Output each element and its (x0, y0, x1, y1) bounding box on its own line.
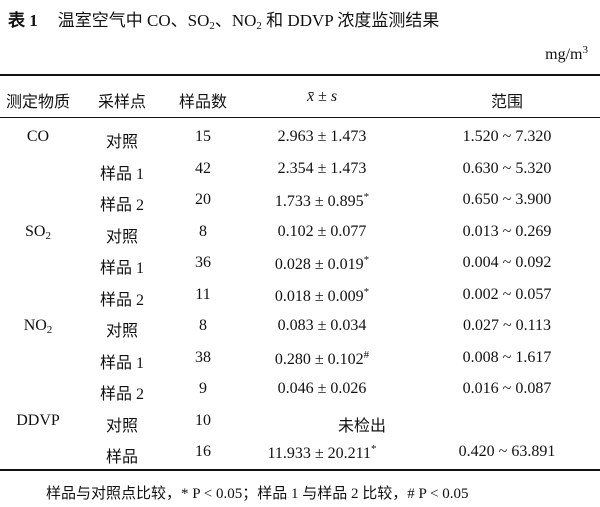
mean-cell: 0.046 ± 0.026 (278, 380, 367, 398)
site-cell: 样品 (105, 449, 139, 466)
site-cell: 对照 (105, 323, 139, 340)
n-cell: 10 (195, 411, 211, 429)
site-cell: 样品 2 (99, 291, 145, 309)
site-cell: 样品 1 (99, 354, 145, 372)
range-cell: 1.520 ~ 7.320 (462, 128, 552, 145)
substance-text: DDVP (16, 411, 60, 429)
site-cell: 对照 (105, 134, 139, 151)
title-text: 温室空气中 CO、SO2、NO2 和 DDVP 浓度监测结果 (57, 11, 440, 32)
mean-text: 0.280 ± 0.102 (274, 350, 364, 368)
site-cell: 对照 (105, 417, 139, 435)
substance-cell: DDVP (16, 412, 60, 430)
mean-cell: 0.018 ± 0.009* (275, 286, 369, 306)
title-part: 2 (256, 20, 262, 32)
significance-mark: * (371, 443, 377, 455)
mean-text: 2.354 ± 1.473 (277, 159, 367, 177)
column-header: x̄ ± s (306, 88, 338, 105)
column-header: 范围 (490, 94, 524, 111)
unit-sup: 3 (582, 44, 589, 56)
significance-mark: * (363, 285, 370, 298)
range-cell: 0.630 ~ 5.320 (462, 159, 552, 177)
n-cell: 8 (199, 222, 207, 240)
mean-cell: 2.963 ± 1.473 (278, 128, 367, 146)
n-cell: 42 (195, 159, 211, 177)
n-cell: 20 (195, 191, 211, 208)
n-cell: 15 (195, 128, 211, 145)
unit: mg/m3 (545, 44, 588, 64)
title-part: 和 DDVP 浓度监测结果 (261, 11, 440, 30)
site-cell: 样品 2 (99, 386, 145, 403)
range-cell: 0.420 ~ 63.891 (458, 443, 556, 460)
range-cell: 0.008 ~ 1.617 (462, 348, 552, 366)
mean-text: 11.933 ± 20.211 (267, 445, 372, 462)
mean-cell: 11.933 ± 20.211* (267, 443, 376, 463)
substance-cell: CO (27, 128, 49, 146)
site-cell: 样品 1 (99, 165, 145, 183)
n-cell: 38 (195, 348, 211, 366)
substance-text: SO (25, 222, 46, 240)
mean-text: 0.028 ± 0.019 (274, 256, 364, 273)
n-cell: 16 (195, 443, 211, 460)
range-cell: 0.002 ~ 0.057 (462, 285, 552, 303)
n-cell: 36 (195, 254, 211, 271)
mean-cell: 0.102 ± 0.077 (278, 223, 367, 241)
mean-cell: 0.280 ± 0.102# (275, 349, 369, 369)
substance-sub: 2 (45, 229, 51, 242)
site-cell: 样品 1 (99, 260, 145, 277)
title-part: 温室空气中 CO、SO (57, 11, 210, 30)
significance-mark: * (363, 191, 370, 203)
site-cell: 样品 2 (99, 197, 145, 214)
range-cell: 0.004 ~ 0.092 (462, 254, 552, 271)
range-cell: 0.027 ~ 0.113 (462, 317, 552, 334)
range-cell: 0.016 ~ 0.087 (462, 380, 552, 397)
substance-text: CO (26, 128, 50, 145)
footnote: 样品与对照点比较，* P < 0.05；样品 1 与样品 2 比较，# P < … (46, 486, 469, 502)
top-rule (0, 74, 600, 76)
mean-text: 0.102 ± 0.077 (277, 222, 367, 240)
range-cell: 0.013 ~ 0.269 (462, 222, 552, 240)
mean-cell: 0.028 ± 0.019* (275, 254, 369, 274)
range-cell: 0.650 ~ 3.900 (462, 191, 552, 208)
n-cell: 8 (199, 317, 207, 334)
column-header: 采样点 (97, 94, 147, 111)
bottom-rule (0, 469, 600, 471)
n-cell: 11 (195, 285, 211, 303)
substance-sub: 2 (46, 324, 53, 336)
substance-text: NO (23, 317, 47, 334)
unit-base: mg/m (545, 46, 583, 63)
site-cell: 对照 (105, 228, 139, 246)
column-header: 测定物质 (5, 94, 71, 111)
mean-text: 0.018 ± 0.009 (274, 287, 364, 305)
n-cell: 9 (199, 380, 207, 397)
column-header: 样品数 (178, 94, 228, 111)
header-rule (0, 117, 600, 118)
mean-cell: 1.733 ± 0.895* (275, 191, 369, 211)
mean-text: 0.083 ± 0.034 (277, 317, 367, 334)
significance-mark: # (363, 348, 370, 361)
title-part: 2 (209, 20, 215, 32)
substance-cell: SO2 (25, 223, 51, 242)
title-part: 、NO (214, 11, 257, 30)
mean-cell: 2.354 ± 1.473 (278, 160, 367, 178)
mean-text: 1.733 ± 0.895 (274, 193, 364, 210)
table-label: 表 1 (8, 11, 38, 30)
mean-text: 0.046 ± 0.026 (277, 380, 367, 397)
substance-cell: NO2 (24, 317, 53, 336)
mean-cell: 0.083 ± 0.034 (278, 317, 367, 335)
significance-mark: * (363, 254, 370, 266)
mean-cell: 未检出 (338, 412, 386, 436)
mean-text: 未检出 (337, 417, 387, 435)
mean-text: 2.963 ± 1.473 (277, 128, 367, 145)
table-title: 表 1 温室空气中 CO、SO2、NO2 和 DDVP 浓度监测结果 (8, 6, 439, 32)
